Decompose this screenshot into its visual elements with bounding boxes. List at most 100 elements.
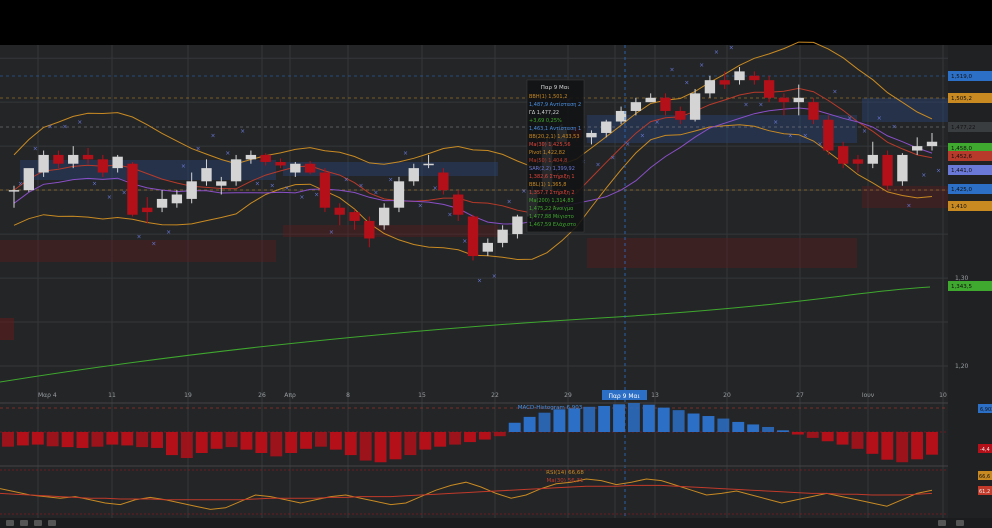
macd-bar bbox=[583, 406, 596, 432]
sar-dot: × bbox=[625, 141, 630, 148]
candle-body bbox=[290, 163, 301, 173]
candle-body bbox=[438, 172, 449, 191]
tooltip-title: Παρ 9 Μαι bbox=[541, 85, 570, 91]
macd-bar bbox=[598, 405, 611, 432]
macd-bar bbox=[180, 432, 193, 459]
sar-dot: × bbox=[684, 80, 689, 87]
candle-body bbox=[615, 110, 627, 122]
x-axis-label: 22 bbox=[491, 392, 499, 399]
candle-body bbox=[23, 168, 34, 191]
x-axis-label: 13 bbox=[651, 392, 659, 399]
bollinger-upper bbox=[13, 41, 933, 169]
x-axis-label: 10 bbox=[939, 392, 947, 399]
tooltip-row: Ma(50) 1,404,8 bbox=[529, 158, 567, 164]
macd-bar bbox=[791, 432, 804, 435]
x-axis-label: 11 bbox=[108, 392, 116, 399]
sar-dot: × bbox=[699, 62, 704, 69]
price-tag bbox=[948, 201, 992, 211]
sar-dot: × bbox=[388, 176, 393, 183]
macd-bar bbox=[806, 432, 819, 438]
macd-bar bbox=[31, 432, 44, 445]
draw-icon bbox=[34, 520, 42, 526]
price-tag-label: 1,452,6 bbox=[951, 154, 972, 160]
price-tag-label: 1,477,22 bbox=[951, 125, 976, 131]
candle-body bbox=[334, 207, 345, 215]
sar-dot: × bbox=[477, 277, 482, 284]
candle-body bbox=[897, 154, 908, 182]
sar-dot: × bbox=[62, 124, 67, 131]
tooltip-row: BBH(1) 1,501,2 bbox=[529, 94, 567, 100]
candle-body bbox=[171, 194, 183, 204]
sar-dot: × bbox=[507, 198, 512, 205]
sar-dot: × bbox=[18, 181, 23, 188]
resistance-zone bbox=[283, 162, 498, 176]
sar-dot: × bbox=[359, 182, 364, 189]
sar-dot: × bbox=[418, 203, 423, 210]
candle-body bbox=[882, 154, 893, 186]
candle-body bbox=[156, 198, 168, 208]
macd-bar bbox=[195, 432, 208, 453]
sar-dot: × bbox=[240, 128, 245, 135]
candle-body bbox=[734, 71, 745, 81]
macd-bar bbox=[2, 432, 14, 447]
candle-body bbox=[867, 154, 878, 164]
candle-body bbox=[719, 80, 730, 85]
candle-body bbox=[186, 181, 197, 199]
tooltip-row: 1,463,1 Αντίσταση 1 bbox=[529, 125, 581, 132]
expand-icon bbox=[956, 520, 964, 526]
sar-dot: × bbox=[447, 212, 452, 219]
candle-body bbox=[852, 159, 864, 164]
sar-dot: × bbox=[314, 191, 319, 198]
sar-dot: × bbox=[270, 182, 275, 189]
x-axis-label: 29 bbox=[564, 392, 572, 399]
tooltip-row: BB(20,2,1) 1,433,53 bbox=[529, 134, 580, 140]
macd-bar bbox=[16, 432, 29, 446]
tooltip-row: SAR(2,2) 1,399,92 bbox=[529, 166, 575, 172]
macd-bar bbox=[762, 426, 775, 432]
candle-body bbox=[482, 242, 493, 252]
macd-bar bbox=[151, 432, 163, 448]
sar-dot: × bbox=[758, 102, 763, 109]
macd-bar bbox=[493, 432, 506, 437]
candle-body bbox=[319, 172, 331, 208]
macd-bar bbox=[553, 409, 566, 432]
sar-dot: × bbox=[255, 181, 260, 188]
macd-bar bbox=[106, 432, 119, 445]
candle-body bbox=[453, 194, 464, 215]
sar-dot: × bbox=[492, 273, 497, 280]
price-tag-label: 1,410 bbox=[951, 204, 967, 210]
candle-body bbox=[808, 102, 819, 120]
candle-body bbox=[97, 159, 109, 173]
macd-bar bbox=[210, 432, 223, 449]
macd-bar bbox=[836, 432, 849, 445]
candle-body bbox=[304, 163, 316, 173]
tooltip-row: Pivot 1,422,82 bbox=[529, 150, 565, 156]
sar-dot: × bbox=[936, 168, 941, 175]
sar-dot: × bbox=[744, 102, 749, 109]
macd-bar bbox=[91, 432, 104, 447]
macd-bar bbox=[613, 404, 625, 432]
price-tag-label: 1,425,0 bbox=[951, 187, 972, 193]
price-tag-label: 1,505,2 bbox=[951, 96, 972, 102]
sar-dot: × bbox=[92, 181, 97, 188]
macd-bar bbox=[359, 432, 372, 461]
macd-bar bbox=[747, 424, 760, 432]
support-zone bbox=[862, 186, 948, 208]
sar-dot: × bbox=[403, 150, 408, 157]
sar-dot: × bbox=[521, 188, 526, 195]
candle-body bbox=[38, 154, 49, 173]
candle-body bbox=[749, 75, 760, 81]
resistance-zone bbox=[20, 160, 276, 180]
price-tag bbox=[948, 184, 992, 194]
sar-dot: × bbox=[285, 185, 290, 192]
macd-bar bbox=[270, 432, 283, 457]
x-axis-label: Απρ bbox=[284, 392, 296, 399]
moving-average-line bbox=[13, 87, 933, 214]
sar-dot: × bbox=[181, 163, 186, 170]
macd-bar bbox=[404, 432, 417, 456]
candle-body bbox=[216, 181, 227, 186]
candle-body bbox=[497, 229, 508, 243]
price-tag bbox=[948, 71, 992, 81]
